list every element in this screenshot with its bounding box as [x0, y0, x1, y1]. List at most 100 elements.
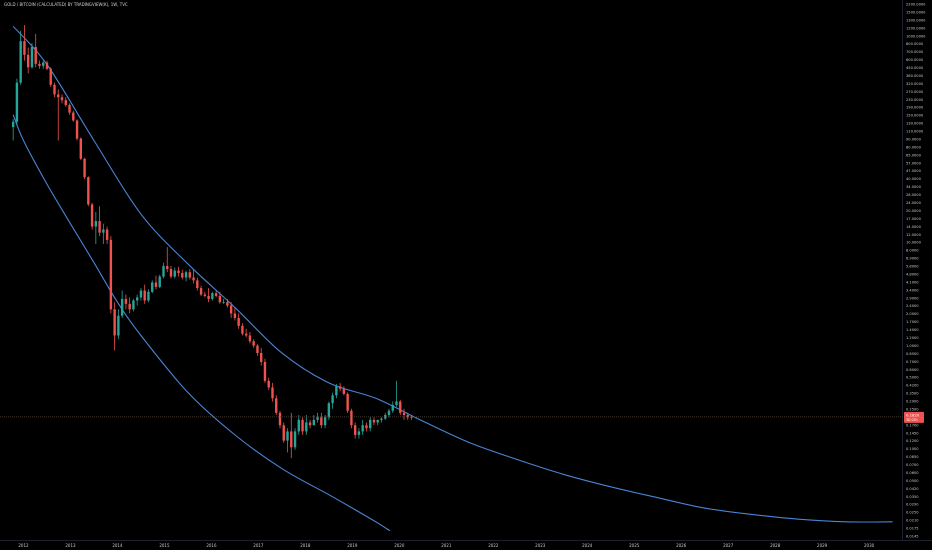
- price-tick-label: 0.2900: [906, 400, 919, 404]
- candle-body: [162, 266, 165, 277]
- price-tick-label: 320.0000: [906, 82, 924, 86]
- time-axis[interactable]: 2012 2013 2014 2015 2016 2017 2018 2019 2020 2021…: [18, 543, 874, 548]
- candle-body: [399, 401, 402, 413]
- candle: [297, 415, 300, 435]
- candle: [143, 284, 146, 304]
- candle-body: [113, 309, 116, 336]
- candle-body: [42, 62, 45, 66]
- candle-body: [290, 431, 293, 448]
- price-tick-label: 47.0000: [906, 169, 922, 173]
- price-tick-label: 1200.0000: [906, 26, 926, 30]
- candle-body: [260, 352, 263, 362]
- price-tick-label: 0.0850: [906, 455, 919, 459]
- candle-body: [331, 395, 334, 404]
- candle-body: [308, 422, 312, 426]
- candle: [203, 291, 207, 298]
- candle-body: [271, 387, 274, 399]
- candle-body: [263, 361, 267, 381]
- candle: [353, 422, 357, 439]
- price-tick-label: 3.4000: [906, 288, 919, 292]
- candle: [365, 422, 368, 432]
- candle: [214, 290, 218, 298]
- candle-body: [72, 112, 75, 121]
- candle-body: [79, 138, 83, 159]
- price-tick-label: 1.4000: [906, 328, 919, 332]
- candle: [399, 399, 402, 416]
- price-tick-label: 90.0000: [906, 137, 922, 141]
- candle-body: [365, 425, 368, 429]
- price-tick-label: 20.0000: [906, 209, 922, 213]
- price-tick-label: 0.0500: [906, 479, 919, 483]
- candle: [49, 67, 52, 87]
- candle: [87, 176, 90, 207]
- chart-title: GOLD / BITCOIN (CALCULATED) BY TRADINGVI…: [4, 2, 128, 7]
- candle-body: [128, 303, 131, 310]
- candle-body: [282, 425, 285, 441]
- candle-body: [199, 288, 203, 295]
- price-tick-label: 0.8500: [906, 352, 919, 356]
- price-tick-label: 0.5000: [906, 376, 919, 380]
- time-tick-label: 2019: [347, 543, 358, 548]
- time-tick-label: 2023: [535, 543, 546, 548]
- time-tick-label: 2012: [18, 543, 29, 548]
- candle-body: [252, 341, 255, 346]
- price-tick-label: 1300.0000: [906, 18, 926, 22]
- candle: [323, 415, 327, 429]
- candle: [147, 289, 150, 303]
- candle: [158, 274, 161, 289]
- candle: [162, 262, 165, 279]
- candle-body: [244, 333, 248, 336]
- price-tick-label: 8.0000: [906, 249, 919, 253]
- candle: [166, 247, 169, 273]
- candle-body: [350, 410, 353, 426]
- candle-body: [147, 291, 150, 301]
- candle-body: [237, 317, 240, 326]
- candle: [248, 332, 252, 344]
- candle-body: [132, 300, 135, 310]
- candle: [218, 291, 222, 304]
- price-tick-label: 34.0000: [906, 185, 922, 189]
- candle-body: [278, 412, 282, 426]
- candle-body: [38, 63, 41, 66]
- candle: [252, 339, 255, 348]
- candle: [331, 392, 334, 409]
- candle-body: [338, 386, 342, 389]
- candle: [38, 60, 41, 69]
- candle: [11, 119, 15, 141]
- time-tick-label: 2020: [394, 543, 405, 548]
- candle-body: [248, 335, 252, 342]
- candle: [57, 89, 60, 141]
- candle: [346, 392, 349, 413]
- price-tick-label: 5.8000: [906, 265, 919, 269]
- time-tick-label: 2018: [300, 543, 311, 548]
- price-tick-label: 700.0000: [906, 50, 924, 54]
- price-tick-label: 0.0250: [906, 511, 919, 515]
- time-tick-label: 2015: [159, 543, 170, 548]
- candle: [406, 412, 409, 420]
- candle: [15, 78, 19, 125]
- candle-body: [15, 82, 19, 122]
- candle: [75, 119, 79, 141]
- candle-body: [166, 266, 169, 270]
- candle-body: [297, 419, 300, 432]
- candle: [372, 417, 376, 426]
- candle-body: [241, 325, 244, 334]
- candles-layer: [11, 24, 413, 459]
- candle-body: [173, 270, 176, 277]
- candle: [83, 157, 86, 180]
- candle: [391, 401, 394, 413]
- price-axis[interactable]: 2200.0000 1500.0000 1300.0000 1200.0000 1000…: [906, 3, 926, 539]
- candle-body: [135, 297, 139, 301]
- candle: [199, 285, 203, 296]
- candle-body: [395, 401, 398, 405]
- candle: [207, 288, 210, 303]
- price-tick-label: 0.3500: [906, 392, 919, 396]
- price-tick-label: 17.0000: [906, 217, 922, 221]
- candle: [68, 103, 71, 115]
- candle-body: [207, 295, 210, 299]
- price-tick-label: 110.0000: [906, 130, 924, 134]
- candle: [308, 419, 312, 429]
- candle-body: [34, 46, 37, 64]
